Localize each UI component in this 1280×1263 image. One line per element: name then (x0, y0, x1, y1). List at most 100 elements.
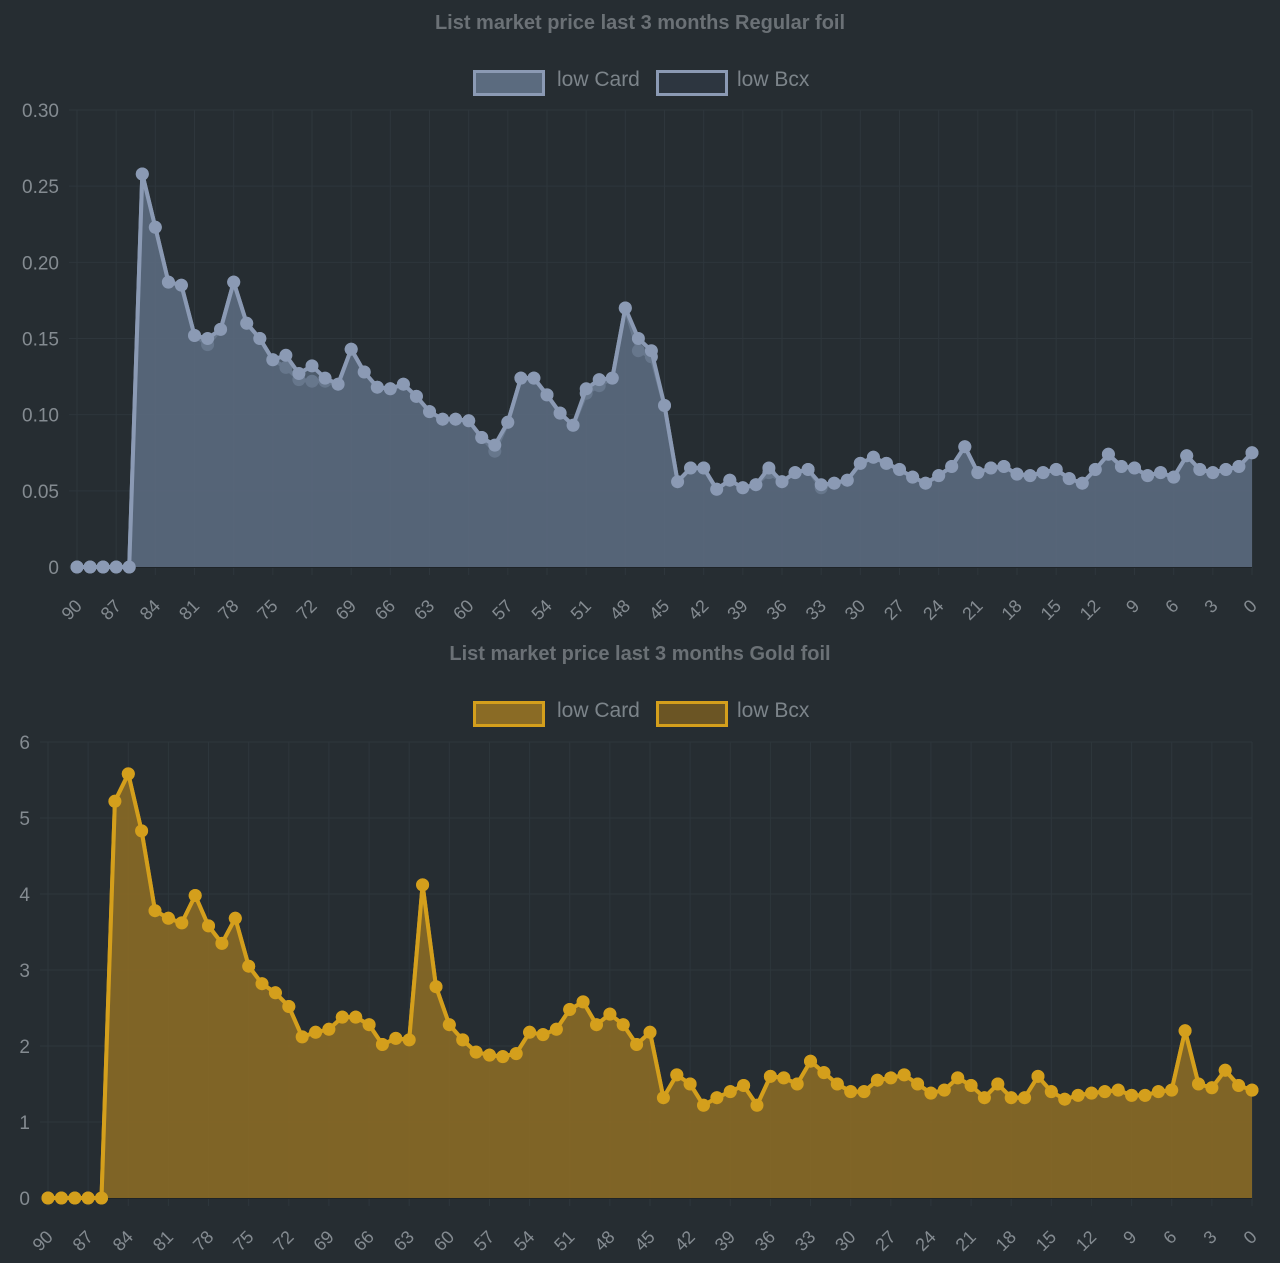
x-tick-label: 15 (1032, 1227, 1060, 1255)
data-point (109, 560, 123, 574)
x-tick-label: 72 (293, 596, 321, 624)
data-point (906, 470, 920, 484)
data-point (737, 1079, 751, 1092)
x-tick-label: 9 (1119, 1227, 1140, 1248)
data-point (255, 977, 269, 991)
x-tick-label: 54 (528, 596, 556, 624)
data-point (370, 380, 384, 394)
x-tick-label: 69 (309, 1227, 337, 1255)
x-tick-label: 0 (1240, 596, 1261, 617)
gold-foil-chart-panel: List market price last 3 months Gold foi… (0, 630, 1280, 1263)
data-point (658, 399, 671, 412)
x-tick-label: 21 (952, 1227, 980, 1255)
x-tick-label: 87 (69, 1227, 97, 1255)
data-point (1151, 1085, 1165, 1099)
data-point (409, 389, 423, 403)
data-point (984, 461, 998, 475)
data-point (997, 460, 1011, 473)
data-point (775, 475, 789, 489)
data-point (991, 1077, 1005, 1091)
data-point (253, 332, 267, 345)
x-tick-label: 51 (567, 596, 595, 624)
x-tick-label: 78 (189, 1227, 217, 1255)
data-point (175, 916, 189, 930)
data-point (630, 1038, 644, 1051)
x-tick-label: 9 (1122, 596, 1143, 617)
legend-label: low Card (557, 68, 640, 91)
data-point (631, 332, 645, 345)
data-point (442, 1018, 456, 1032)
data-point (1062, 472, 1076, 486)
data-point (514, 371, 528, 385)
data-point (1141, 469, 1155, 483)
data-point (1138, 1088, 1152, 1102)
x-tick-label: 57 (488, 596, 516, 624)
data-point (279, 348, 293, 362)
x-tick-label: 57 (470, 1227, 498, 1255)
data-point (844, 1085, 858, 1099)
x-tick-label: 18 (998, 596, 1026, 624)
data-point (566, 418, 580, 432)
series-area (77, 174, 1252, 567)
y-tick-label: 5 (19, 809, 30, 830)
x-tick-label: 39 (723, 596, 751, 624)
data-point (305, 359, 319, 373)
y-tick-label: 6 (19, 733, 30, 754)
data-point (1088, 463, 1102, 476)
data-point (188, 889, 202, 902)
data-point (174, 278, 188, 292)
x-tick-label: 81 (149, 1227, 177, 1255)
x-tick-label: 18 (992, 1227, 1020, 1255)
data-point (866, 450, 880, 464)
data-point (644, 344, 658, 358)
data-point (579, 382, 593, 396)
x-tick-label: 66 (350, 1227, 378, 1255)
data-point (1085, 1086, 1098, 1100)
x-tick-label: 63 (390, 1227, 418, 1255)
x-tick-label: 39 (711, 1227, 739, 1255)
data-point (95, 1191, 108, 1205)
y-tick-label: 0.05 (22, 482, 59, 503)
data-point (228, 911, 242, 925)
data-point (501, 415, 515, 429)
x-tick-label: 60 (430, 1227, 458, 1255)
data-point (919, 476, 933, 490)
data-point (469, 1045, 483, 1059)
data-point (884, 1071, 898, 1085)
x-tick-label: 90 (58, 596, 86, 624)
data-point (684, 461, 698, 475)
data-point (1031, 1069, 1045, 1083)
data-point (971, 466, 985, 480)
data-point (188, 329, 201, 342)
data-point (266, 353, 280, 367)
x-tick-label: 75 (253, 596, 281, 624)
data-point (1114, 460, 1128, 473)
chart-title: List market price last 3 months Gold foi… (449, 643, 831, 665)
x-tick-label: 75 (229, 1227, 257, 1255)
data-point (362, 1018, 376, 1032)
data-point (1128, 461, 1141, 475)
data-point (335, 1010, 349, 1024)
x-tick-label: 84 (109, 1227, 137, 1255)
x-tick-label: 24 (911, 1227, 939, 1255)
data-point (590, 1018, 603, 1032)
data-point (893, 463, 906, 476)
chart-title: List market price last 3 months Regular … (434, 12, 846, 34)
data-point (357, 365, 371, 379)
x-tick-label: 84 (136, 596, 164, 624)
data-point (977, 1091, 991, 1105)
data-point (389, 1031, 403, 1045)
data-point (656, 1091, 670, 1105)
x-tick-label: 36 (763, 596, 791, 624)
data-point (161, 911, 175, 925)
x-tick-label: 30 (841, 596, 869, 624)
data-point (1178, 1024, 1192, 1038)
data-point (911, 1077, 925, 1091)
data-point (483, 1048, 496, 1062)
chart-legend: low Card low Bcx (0, 67, 1280, 97)
data-point (396, 377, 410, 391)
data-point (549, 1022, 563, 1036)
data-point (449, 412, 463, 426)
